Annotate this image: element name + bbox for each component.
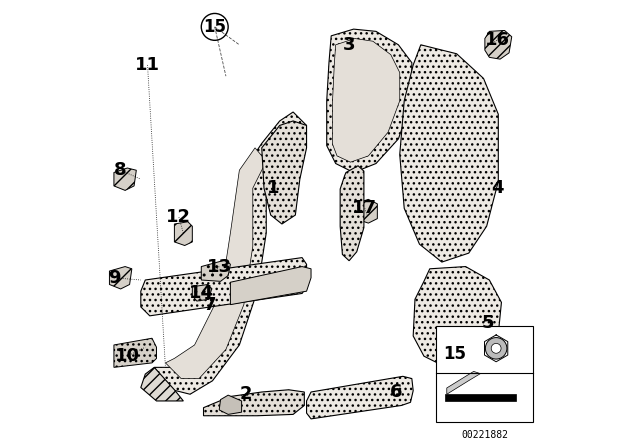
FancyBboxPatch shape xyxy=(436,326,533,422)
Text: 9: 9 xyxy=(108,269,120,287)
Polygon shape xyxy=(333,39,400,162)
Polygon shape xyxy=(355,199,378,223)
Text: 7: 7 xyxy=(204,296,216,314)
Polygon shape xyxy=(262,121,307,224)
Text: 3: 3 xyxy=(343,36,355,54)
Polygon shape xyxy=(202,260,230,281)
Text: 8: 8 xyxy=(115,161,127,179)
Polygon shape xyxy=(340,166,364,261)
Polygon shape xyxy=(307,376,413,419)
Polygon shape xyxy=(204,390,305,416)
Polygon shape xyxy=(174,222,192,246)
Text: 14: 14 xyxy=(189,284,214,302)
Polygon shape xyxy=(154,112,307,394)
Polygon shape xyxy=(400,45,499,262)
Polygon shape xyxy=(114,338,157,367)
Text: 17: 17 xyxy=(352,199,378,217)
Polygon shape xyxy=(327,29,412,172)
Text: 1: 1 xyxy=(267,179,279,197)
Text: 6: 6 xyxy=(390,383,403,401)
Polygon shape xyxy=(230,267,311,305)
Text: 4: 4 xyxy=(491,179,503,197)
Text: 12: 12 xyxy=(166,208,191,226)
Text: 13: 13 xyxy=(207,258,232,276)
Polygon shape xyxy=(114,168,136,190)
Text: 11: 11 xyxy=(135,56,160,74)
Polygon shape xyxy=(413,267,502,365)
Text: 10: 10 xyxy=(115,347,140,365)
Text: 5: 5 xyxy=(482,314,494,332)
Polygon shape xyxy=(220,395,242,414)
Polygon shape xyxy=(109,267,132,289)
Polygon shape xyxy=(141,367,184,401)
Circle shape xyxy=(485,338,507,359)
Polygon shape xyxy=(141,258,307,316)
Polygon shape xyxy=(165,148,266,379)
Polygon shape xyxy=(485,30,512,59)
Text: 16: 16 xyxy=(484,31,509,49)
Polygon shape xyxy=(447,371,481,394)
Text: 00221882: 00221882 xyxy=(461,430,508,439)
Polygon shape xyxy=(192,284,212,301)
Polygon shape xyxy=(445,394,516,401)
Text: 2: 2 xyxy=(240,385,252,403)
Text: 15: 15 xyxy=(204,18,226,36)
Circle shape xyxy=(492,344,501,353)
Text: 15: 15 xyxy=(443,345,466,363)
